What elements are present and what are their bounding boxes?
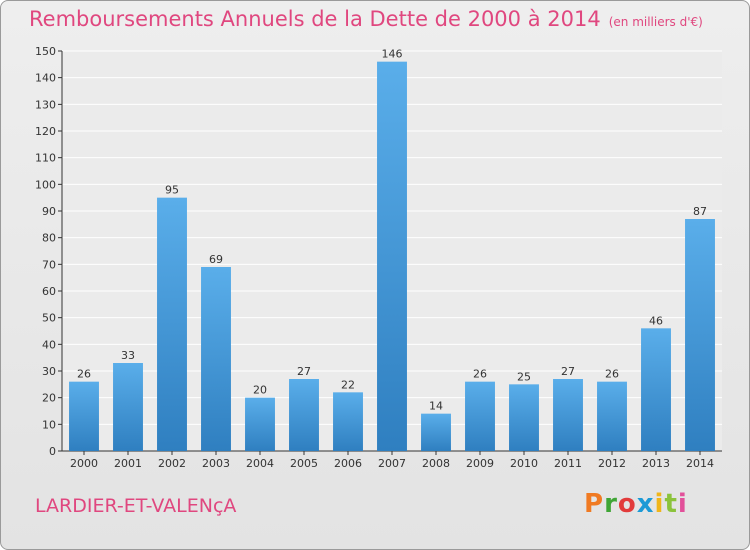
bar-value-label: 20	[253, 384, 267, 397]
y-tick-label: 0	[49, 445, 56, 458]
logo-letter: i	[654, 489, 665, 519]
y-tick-label: 120	[35, 125, 56, 138]
bar-value-label: 26	[605, 368, 619, 381]
x-tick-label: 2000	[70, 457, 98, 470]
logo-letter: o	[617, 489, 637, 519]
y-tick-label: 90	[42, 205, 56, 218]
bar	[333, 392, 363, 451]
x-tick-label: 2010	[510, 457, 538, 470]
y-tick-label: 80	[42, 232, 56, 245]
bar	[421, 413, 451, 451]
bar	[201, 267, 231, 451]
chart-subtitle: (en milliers d'€)	[608, 15, 703, 29]
y-tick-label: 70	[42, 258, 56, 271]
y-tick-label: 20	[42, 392, 56, 405]
bar	[509, 384, 539, 451]
bar-value-label: 33	[121, 349, 135, 362]
bar-value-label: 26	[473, 368, 487, 381]
bar	[69, 381, 99, 451]
bar	[465, 381, 495, 451]
x-tick-label: 2009	[466, 457, 494, 470]
x-tick-label: 2006	[334, 457, 362, 470]
chart-title: Remboursements Annuels de la Dette de 20…	[29, 7, 703, 31]
y-tick-label: 100	[35, 178, 56, 191]
logo-letter: x	[636, 489, 655, 519]
y-tick-label: 130	[35, 98, 56, 111]
bar-value-label: 87	[693, 205, 707, 218]
x-tick-label: 2005	[290, 457, 318, 470]
bar	[157, 197, 187, 451]
proxiti-logo: Proxiti	[584, 489, 688, 519]
bar	[553, 379, 583, 451]
bar-value-label: 27	[297, 365, 311, 378]
y-tick-label: 50	[42, 312, 56, 325]
x-tick-label: 2013	[642, 457, 670, 470]
bar-value-label: 14	[429, 400, 443, 413]
y-tick-label: 140	[35, 72, 56, 85]
bar	[113, 363, 143, 451]
y-tick-label: 10	[42, 418, 56, 431]
bar-value-label: 146	[382, 48, 403, 61]
y-tick-label: 30	[42, 365, 56, 378]
x-tick-label: 2004	[246, 457, 274, 470]
x-tick-label: 2011	[554, 457, 582, 470]
y-tick-label: 40	[42, 338, 56, 351]
bar-value-label: 25	[517, 370, 531, 383]
logo-letter: i	[677, 489, 688, 519]
y-tick-label: 110	[35, 152, 56, 165]
x-tick-label: 2007	[378, 457, 406, 470]
bar	[641, 328, 671, 451]
x-tick-label: 2014	[686, 457, 714, 470]
y-tick-label: 60	[42, 285, 56, 298]
bar	[377, 61, 407, 452]
bar-value-label: 22	[341, 378, 355, 391]
chart-title-text: Remboursements Annuels de la Dette de 20…	[29, 7, 601, 31]
bar-value-label: 69	[209, 253, 223, 266]
x-tick-label: 2003	[202, 457, 230, 470]
logo-letter: P	[584, 489, 605, 519]
x-tick-label: 2002	[158, 457, 186, 470]
x-tick-label: 2001	[114, 457, 142, 470]
x-tick-label: 2008	[422, 457, 450, 470]
logo-letter: t	[664, 489, 678, 519]
x-tick-label: 2012	[598, 457, 626, 470]
bar-value-label: 46	[649, 314, 663, 327]
bar-value-label: 26	[77, 368, 91, 381]
logo-letter: r	[604, 489, 618, 519]
bar	[245, 397, 275, 451]
bar	[289, 379, 319, 451]
town-name: LARDIER-ET-VALENçA	[35, 495, 237, 517]
y-tick-label: 150	[35, 45, 56, 58]
bar	[597, 381, 627, 451]
bar-value-label: 27	[561, 365, 575, 378]
bar	[685, 219, 715, 451]
bar-value-label: 95	[165, 184, 179, 197]
